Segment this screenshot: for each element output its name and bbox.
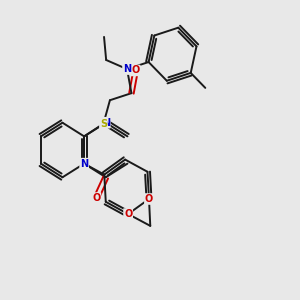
Text: O: O	[145, 194, 153, 204]
Text: O: O	[131, 65, 140, 75]
Text: N: N	[80, 159, 88, 169]
Text: N: N	[102, 118, 110, 128]
Text: N: N	[123, 64, 131, 74]
Text: O: O	[124, 209, 132, 219]
Text: O: O	[92, 193, 100, 203]
Text: S: S	[100, 119, 107, 129]
